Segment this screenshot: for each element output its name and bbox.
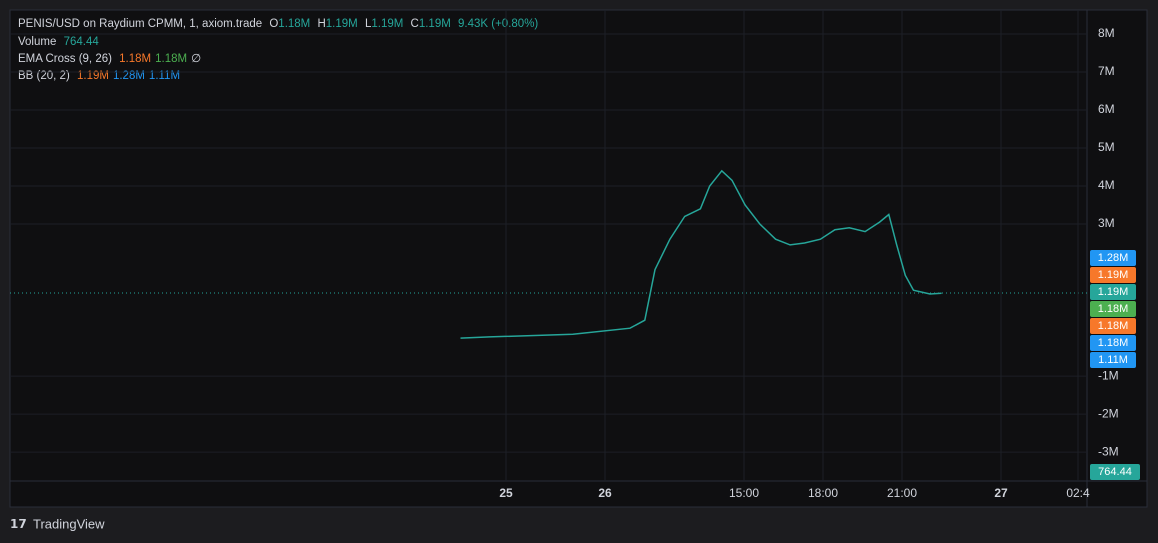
volume-value: 764.44	[64, 36, 100, 48]
bb-value: 1.28M	[113, 70, 145, 82]
ema-value: 1.18M	[155, 53, 187, 65]
ema-name: EMA Cross (9, 26)	[18, 53, 112, 65]
ohlc-key: O	[269, 18, 278, 30]
x-tick-label: 15:00	[729, 486, 759, 500]
legend-line-3: EMA Cross (9, 26) 1.18M 1.18M ∅	[18, 53, 201, 65]
x-tick-label: 18:00	[808, 486, 838, 500]
logo: 𝟭𝟳 TradingView	[10, 516, 105, 531]
ohlc-key: C	[411, 18, 419, 30]
y-tick-label: 7M	[1098, 64, 1115, 78]
ohlc-value: 1.18M	[278, 18, 310, 30]
legend-line-4: BB (20, 2) 1.19M 1.28M 1.11M	[18, 70, 180, 82]
y-tick-label: -2M	[1098, 406, 1119, 420]
price-tag-label: 1.11M	[1098, 354, 1128, 366]
y-tick-label: 8M	[1098, 26, 1115, 40]
legend-line-1: PENIS/USD on Raydium CPMM, 1, axiom.trad…	[18, 18, 538, 30]
ohlc-key: H	[317, 18, 325, 30]
watermark: TradingView	[33, 516, 105, 531]
price-tag	[1090, 284, 1136, 300]
ema-value: ∅	[191, 53, 201, 65]
ohlc-value: 1.19M	[419, 18, 451, 30]
x-tick-label: 26	[598, 486, 612, 500]
bb-value: 1.11M	[149, 70, 180, 82]
price-tag-label: 1.19M	[1098, 286, 1129, 298]
price-tag-label: 1.18M	[1098, 303, 1129, 315]
price-tag-label: 1.18M	[1098, 320, 1129, 332]
y-tick-label: -1M	[1098, 368, 1119, 382]
x-tick-label: 25	[499, 486, 513, 500]
y-tick-label: 5M	[1098, 140, 1115, 154]
price-tag	[1090, 250, 1136, 266]
price-tag	[1090, 352, 1136, 368]
y-tick-label: 3M	[1098, 216, 1115, 230]
change: 9.43K (+0.80%)	[458, 18, 538, 30]
logo-mark: 𝟭𝟳	[10, 517, 27, 531]
ema-value: 1.18M	[119, 53, 151, 65]
bb-name: BB (20, 2)	[18, 70, 70, 82]
price-tag	[1090, 301, 1136, 317]
price-tag-label: 1.18M	[1098, 337, 1129, 349]
volume-tag	[1090, 464, 1140, 480]
price-tag	[1090, 335, 1136, 351]
volume-name: Volume	[18, 36, 56, 48]
price-tag	[1090, 267, 1136, 283]
y-tick-label: 6M	[1098, 102, 1115, 116]
legend-line-2: Volume 764.44	[18, 36, 99, 48]
x-tick-label: 21:00	[887, 486, 917, 500]
bb-value: 1.19M	[77, 70, 109, 82]
volume-tag-label: 764.44	[1098, 466, 1132, 478]
ohlc-value: 1.19M	[326, 18, 358, 30]
chart-pane	[9, 9, 1148, 508]
x-tick-label: 27	[994, 486, 1008, 500]
symbol: PENIS/USD on Raydium CPMM, 1, axiom.trad…	[18, 18, 262, 30]
y-tick-label: -3M	[1098, 444, 1119, 458]
legend: PENIS/USD on Raydium CPMM, 1, axiom.trad…	[18, 18, 538, 82]
price-line	[460, 169, 942, 339]
y-tick-label: 4M	[1098, 178, 1115, 192]
price-tag-label: 1.28M	[1098, 252, 1129, 264]
ohlc-key: L	[365, 18, 372, 30]
price-tag	[1090, 318, 1136, 334]
price-tag-label: 1.19M	[1098, 269, 1129, 281]
ohlc-value: 1.19M	[371, 18, 403, 30]
x-tick-label: 02:4	[1066, 486, 1090, 500]
